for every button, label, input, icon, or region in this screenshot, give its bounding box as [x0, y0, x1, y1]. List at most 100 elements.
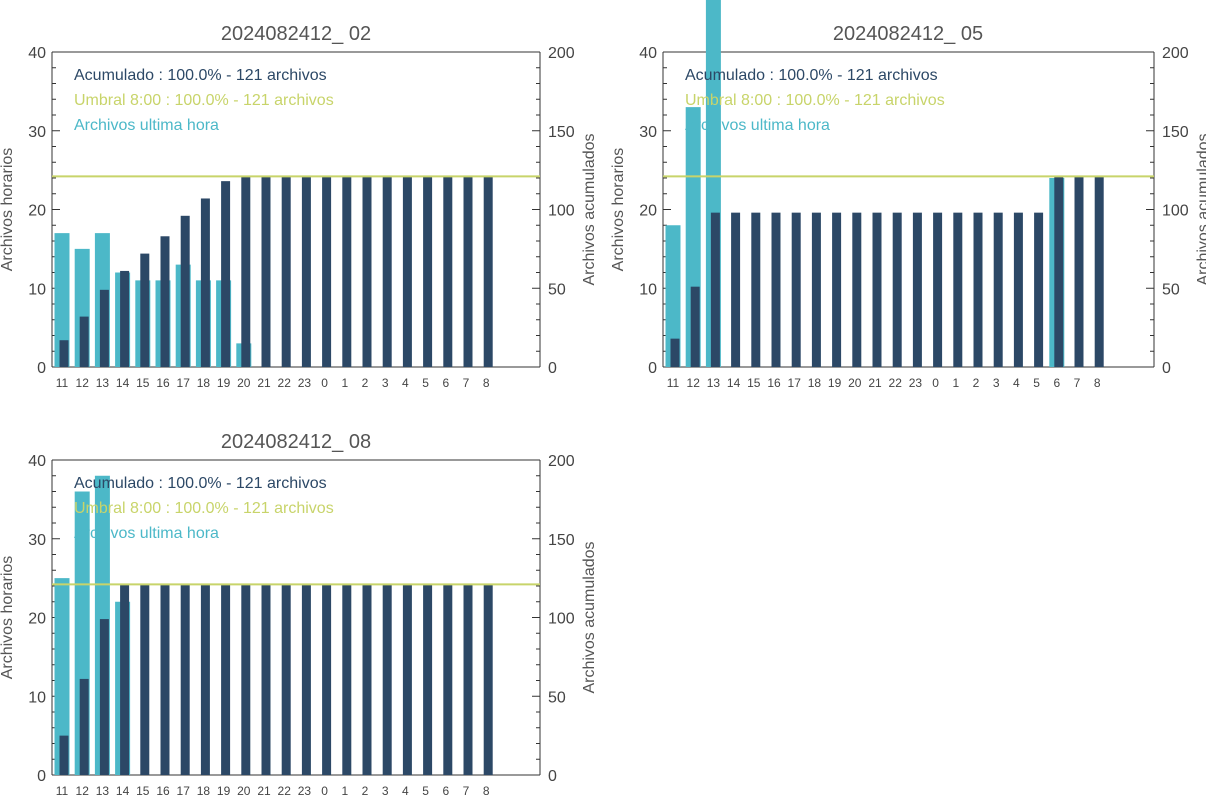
cumulative-bar [382, 176, 392, 367]
x-tick-label: 17 [177, 376, 191, 390]
cumulative-bar [120, 584, 130, 775]
legend-entry: Archivos ultima hora [74, 117, 219, 134]
x-tick-label: 23 [298, 784, 312, 796]
cumulative-bar [382, 584, 392, 775]
cumulative-bar [200, 584, 210, 775]
y2-tick-label: 0 [1162, 360, 1171, 377]
x-tick-label: 3 [382, 784, 389, 796]
cumulative-bar [872, 212, 882, 367]
cumulative-bar [59, 340, 69, 367]
hourly-bar [665, 225, 681, 367]
x-tick-label: 23 [909, 376, 923, 390]
x-tick-label: 1 [952, 376, 959, 390]
cumulative-bar [281, 176, 291, 367]
cumulative-bar [1094, 176, 1104, 367]
cumulative-bar [200, 198, 210, 367]
cumulative-bar [483, 584, 493, 775]
x-tick-label: 0 [932, 376, 939, 390]
cumulative-bar [811, 212, 821, 367]
cumulative-bar [731, 212, 741, 367]
x-tick-label: 4 [402, 376, 409, 390]
y2-tick-label: 150 [1162, 124, 1189, 141]
y2-tick-label: 50 [548, 281, 566, 298]
y2-tick-label: 100 [1162, 203, 1189, 220]
x-tick-label: 3 [993, 376, 1000, 390]
y2-tick-label: 50 [1162, 281, 1180, 298]
x-tick-label: 19 [217, 784, 231, 796]
y2-axis-label: Archivos acumulados [581, 541, 598, 693]
hourly-bar [54, 578, 70, 775]
cumulative-bar [993, 212, 1003, 367]
y2-tick-label: 50 [548, 689, 566, 706]
cumulative-bar [690, 286, 700, 367]
cumulative-bar [120, 270, 130, 367]
x-tick-label: 18 [808, 376, 822, 390]
x-tick-label: 7 [463, 784, 470, 796]
cumulative-bar [1013, 212, 1023, 367]
y-axis-label: Archivos horarios [610, 148, 627, 272]
cumulative-bar [221, 584, 231, 775]
cumulative-bar [423, 584, 433, 775]
x-tick-label: 13 [96, 784, 110, 796]
x-tick-label: 15 [747, 376, 761, 390]
y2-tick-label: 200 [548, 45, 575, 62]
cumulative-bar [670, 338, 680, 367]
y-tick-label: 10 [28, 281, 46, 298]
y2-tick-label: 150 [548, 532, 575, 549]
y-tick-label: 20 [28, 611, 46, 628]
x-tick-label: 16 [156, 376, 170, 390]
cumulative-bar [1034, 212, 1044, 367]
hourly-bar [54, 233, 70, 367]
x-tick-label: 11 [667, 376, 680, 390]
x-tick-label: 11 [56, 376, 69, 390]
x-tick-label: 21 [257, 376, 271, 390]
cumulative-bar [912, 212, 922, 367]
legend-entry: Acumulado : 100.0% - 121 archivos [74, 67, 327, 84]
chart-panel-1: 2024082412_ 02010203040050100150200Archi… [0, 23, 598, 390]
x-tick-label: 4 [1013, 376, 1020, 390]
x-tick-label: 18 [197, 784, 211, 796]
x-tick-label: 12 [687, 376, 701, 390]
cumulative-bar [362, 584, 372, 775]
x-tick-label: 7 [1074, 376, 1081, 390]
cumulative-bar [99, 289, 109, 367]
cumulative-bar [261, 584, 271, 775]
chart-title: 2024082412_ 08 [221, 431, 371, 453]
x-tick-label: 15 [136, 784, 150, 796]
x-tick-label: 19 [828, 376, 842, 390]
cumulative-bar [160, 584, 170, 775]
cumulative-bar [402, 176, 412, 367]
x-tick-label: 8 [483, 784, 490, 796]
x-tick-label: 8 [1094, 376, 1101, 390]
cumulative-bar [973, 212, 983, 367]
x-tick-label: 22 [889, 376, 903, 390]
y-tick-label: 0 [37, 360, 46, 377]
legend-entry: Archivos ultima hora [74, 525, 219, 542]
cumulative-bar [751, 212, 761, 367]
y-tick-label: 30 [28, 124, 46, 141]
cumulative-bar [301, 584, 311, 775]
y-tick-label: 10 [28, 689, 46, 706]
y-tick-label: 0 [37, 768, 46, 785]
cumulative-bar [301, 176, 311, 367]
x-tick-label: 1 [341, 376, 348, 390]
y2-tick-label: 0 [548, 360, 557, 377]
cumulative-bar [241, 584, 251, 775]
x-tick-label: 16 [156, 784, 170, 796]
x-tick-label: 1 [341, 784, 348, 796]
chart-title: 2024082412_ 02 [221, 23, 371, 45]
x-tick-label: 6 [442, 376, 449, 390]
cumulative-bar [933, 212, 943, 367]
chart-panel-3: 2024082412_ 08010203040050100150200Archi… [0, 431, 598, 796]
x-tick-label: 6 [442, 784, 449, 796]
cumulative-bar [140, 253, 150, 367]
y2-axis-label: Archivos acumulados [581, 133, 598, 285]
cumulative-bar [483, 176, 493, 367]
y-tick-label: 40 [639, 45, 657, 62]
cumulative-bar [79, 316, 89, 367]
y-tick-label: 20 [639, 203, 657, 220]
y-tick-label: 20 [28, 203, 46, 220]
y-axis-label: Archivos horarios [0, 148, 16, 272]
